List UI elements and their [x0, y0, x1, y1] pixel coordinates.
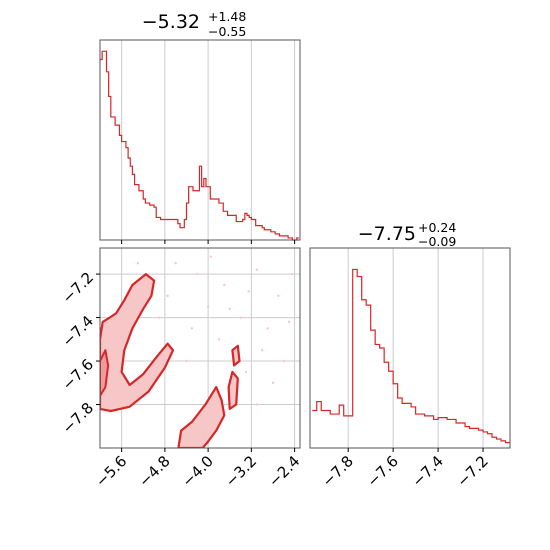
x-tick-label: −4.8 — [135, 452, 173, 490]
contour-regions — [100, 273, 241, 448]
x-tick-label: −3.2 — [222, 452, 260, 490]
histogram-panel-x: −5.32 +1.48 −0.55 — [99, 9, 301, 244]
sample-point — [158, 316, 161, 319]
sample-point — [228, 307, 231, 311]
tick-marks — [347, 448, 484, 452]
sample-point — [271, 381, 275, 384]
sample-point — [255, 403, 258, 406]
histogram-series-x — [100, 50, 299, 241]
title-minus: −0.55 — [208, 24, 246, 39]
sample-points — [136, 255, 294, 406]
sample-point — [190, 327, 194, 330]
title-plus: +0.24 — [418, 220, 456, 235]
x-tick-label: −7.6 — [363, 452, 401, 490]
axes-frame — [309, 247, 511, 449]
axes-frame — [99, 247, 301, 449]
sample-point — [260, 348, 264, 352]
y-tick-label: −7.6 — [59, 355, 97, 393]
y-tick-labels: −7.2 −7.4 −7.6 −7.8 — [59, 268, 97, 437]
y-tick-label: −7.2 — [59, 268, 97, 306]
contour-panel: −5.6 −4.8 −4.0 −3.2 −2.4 −7.2 −7.4 −7.6 −7.8 — [59, 247, 303, 491]
tick-marks — [96, 273, 296, 452]
x-tick-label: −4.0 — [178, 452, 216, 490]
title-main: −5.32 — [142, 11, 200, 33]
sample-point — [277, 294, 280, 298]
x-tick-label: −2.4 — [265, 452, 303, 490]
sample-point — [136, 262, 140, 265]
histogram-title-x: −5.32 — [142, 11, 200, 33]
sample-point — [266, 327, 269, 330]
histogram-series-y — [312, 268, 510, 444]
x-tick-label: −7.8 — [319, 452, 357, 490]
contour-region-inner — [100, 349, 110, 397]
tick-marks — [121, 240, 296, 244]
grid-lines — [347, 248, 484, 448]
sample-point — [223, 283, 226, 287]
x-tick-labels: −7.8 −7.6 −7.4 −7.2 — [319, 452, 492, 490]
sample-point — [290, 272, 294, 276]
sample-point — [287, 320, 291, 324]
sample-point — [174, 262, 177, 265]
grid-lines — [121, 40, 296, 240]
sample-point — [206, 305, 210, 308]
title-plus: +1.48 — [208, 9, 246, 24]
sample-point — [217, 338, 221, 341]
x-tick-labels: −5.6 −4.8 −4.0 −3.2 −2.4 — [92, 452, 303, 490]
sample-point — [209, 255, 213, 258]
title-main: −7.75 — [358, 223, 416, 245]
contour-region-outer — [231, 344, 241, 367]
x-tick-label: −5.6 — [92, 452, 130, 490]
title-minus: −0.09 — [418, 234, 456, 249]
y-tick-label: −7.8 — [59, 399, 97, 437]
sample-point — [196, 272, 199, 276]
sample-point — [255, 268, 258, 271]
sample-point — [244, 370, 248, 374]
y-tick-label: −7.4 — [59, 312, 97, 350]
contour-region-outer — [100, 273, 175, 413]
sample-point — [166, 294, 169, 298]
sample-point — [239, 316, 242, 319]
x-tick-label: −7.4 — [408, 452, 446, 490]
sample-point — [247, 290, 250, 293]
axes-frame — [99, 39, 301, 241]
contour-region-outer — [227, 370, 239, 410]
contour-region-outer — [177, 386, 226, 448]
x-tick-label: −7.2 — [453, 452, 491, 490]
sample-point — [282, 359, 285, 363]
histogram-panel-y: −7.8 −7.6 −7.4 −7.2 −7.75 +0.24 −0.09 — [309, 220, 511, 491]
sample-point — [185, 359, 188, 363]
